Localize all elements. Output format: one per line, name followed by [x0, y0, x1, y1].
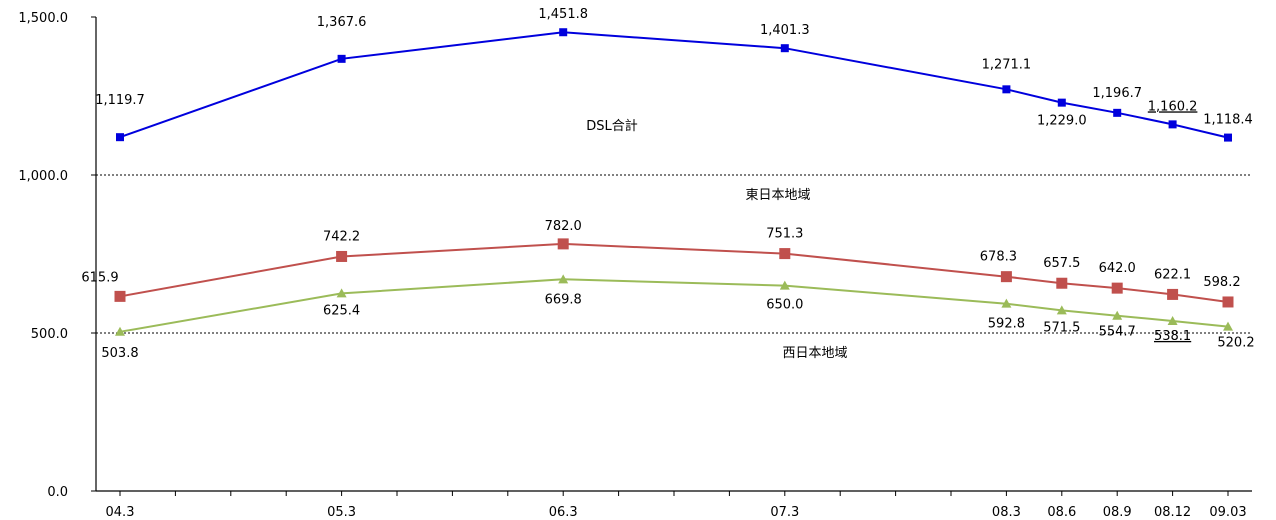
- data-label: 1,196.7: [1092, 86, 1142, 101]
- data-point-marker: [557, 238, 569, 250]
- data-label: 1,229.0: [1037, 114, 1087, 129]
- data-point-marker: [1000, 271, 1012, 283]
- data-point-marker: [115, 326, 125, 336]
- data-point-marker: [1057, 98, 1066, 107]
- data-point-marker: [559, 28, 568, 37]
- y-tick-label: 0.0: [47, 485, 68, 500]
- data-point-marker: [1001, 298, 1012, 308]
- data-label: 503.8: [101, 346, 138, 361]
- x-tick-label: 08.3: [992, 505, 1021, 520]
- data-point-marker: [1167, 315, 1178, 325]
- x-tick-label: 08.6: [1047, 505, 1076, 520]
- data-label: 538.1: [1154, 329, 1191, 344]
- data-label: 678.3: [980, 250, 1017, 265]
- data-label: 615.9: [81, 270, 118, 285]
- data-point-marker: [114, 290, 126, 302]
- axes: [95, 17, 1252, 492]
- x-axis-ticks: 04.3 05.3 06.3 07.3 08.3 08.6 08.9 08.12 09.03: [106, 491, 1247, 520]
- data-point-marker: [336, 250, 348, 262]
- data-point-marker: [558, 274, 569, 284]
- data-label: 571.5: [1043, 320, 1080, 335]
- x-tick-label: 06.3: [549, 505, 578, 520]
- data-label: 598.2: [1203, 275, 1240, 290]
- data-label: 642.0: [1099, 261, 1136, 276]
- data-labels-layer: 1,119.7 1,367.6 1,451.8 1,401.3 1,271.1 1,229…: [81, 7, 1254, 361]
- x-tick-label: 09.03: [1209, 505, 1246, 520]
- data-label: 1,367.6: [317, 15, 367, 30]
- data-label: 657.5: [1043, 256, 1080, 271]
- data-point-marker: [1002, 85, 1011, 94]
- data-label: 669.8: [545, 292, 582, 307]
- data-point-marker: [1056, 277, 1068, 289]
- data-point-marker: [1224, 133, 1232, 142]
- data-label: 751.3: [766, 227, 803, 242]
- data-point-marker: [1056, 305, 1067, 315]
- y-tick-label: 1,500.0: [18, 11, 68, 26]
- data-point-marker: [337, 54, 346, 63]
- data-label: 1,160.2: [1148, 99, 1198, 114]
- data-point-marker: [1113, 108, 1122, 117]
- x-tick-label: 08.12: [1154, 505, 1191, 520]
- series-name-label: DSL合計: [586, 118, 638, 134]
- data-label: 1,118.4: [1203, 113, 1253, 128]
- x-tick-label: 04.3: [106, 505, 135, 520]
- data-label: 592.8: [988, 317, 1025, 332]
- data-point-marker: [1223, 321, 1233, 331]
- data-point-marker: [1111, 282, 1123, 294]
- data-label: 554.7: [1099, 325, 1136, 340]
- data-point-marker: [779, 280, 790, 290]
- series-name-label: 東日本地域: [745, 187, 810, 203]
- x-tick-label: 08.9: [1103, 505, 1132, 520]
- data-point-marker: [116, 133, 124, 142]
- x-tick-label: 07.3: [770, 505, 799, 520]
- data-point-marker: [336, 288, 347, 298]
- y-tick-label: 500.0: [31, 327, 68, 342]
- data-label: 650.0: [766, 298, 803, 313]
- data-point-marker: [780, 44, 789, 53]
- x-tick-label: 05.3: [327, 505, 356, 520]
- series-name-label: 西日本地域: [782, 346, 847, 361]
- series-line-1: [119, 242, 1229, 303]
- data-point-marker: [1112, 310, 1123, 320]
- data-point-marker: [1168, 120, 1177, 129]
- data-label: 1,401.3: [760, 23, 810, 38]
- data-label: 625.4: [323, 303, 360, 318]
- data-point-marker: [1222, 296, 1234, 308]
- data-point-marker: [779, 248, 791, 260]
- data-label: 782.0: [545, 219, 582, 234]
- data-label: 1,451.8: [538, 7, 588, 22]
- data-label: 622.1: [1154, 267, 1191, 282]
- data-label: 520.2: [1217, 336, 1254, 351]
- series-layer: [114, 28, 1234, 336]
- data-label: 742.2: [323, 229, 360, 244]
- reference-lines: [96, 174, 1252, 334]
- y-tick-label: 1,000.0: [18, 169, 68, 184]
- data-label: 1,119.7: [95, 93, 145, 108]
- data-point-marker: [1167, 288, 1179, 300]
- data-label: 1,271.1: [982, 57, 1032, 72]
- y-axis-ticks: 0.0 500.0 1,000.0 1,500.0: [18, 11, 96, 500]
